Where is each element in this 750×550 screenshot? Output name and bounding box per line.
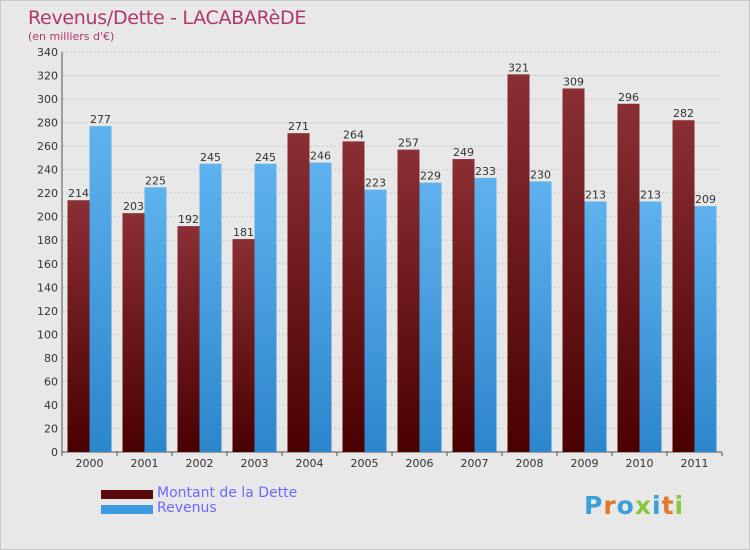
data-label: 249 [453,146,474,159]
x-tick-label: 2000 [76,457,104,470]
bar-dette [177,226,200,452]
logo-letter: o [616,491,635,520]
y-tick-label: 320 [37,70,58,83]
logo-letter: r [603,491,617,520]
data-label: 282 [673,107,694,120]
data-label: 309 [563,75,584,88]
bar-dette [672,120,695,452]
data-label: 181 [233,226,254,239]
y-tick-label: 20 [44,422,58,435]
data-label: 264 [343,128,364,141]
x-tick-label: 2004 [296,457,324,470]
data-label: 233 [475,165,496,178]
data-label: 271 [288,120,309,133]
y-tick-label: 340 [37,46,58,59]
data-label: 246 [310,150,331,163]
y-tick-label: 100 [37,328,58,341]
data-label: 277 [90,113,111,126]
logo-letter: x [634,491,652,520]
y-tick-label: 280 [37,117,58,130]
bar-revenus [89,126,112,452]
bar-dette [342,141,365,453]
bar-revenus [474,177,497,452]
legend-swatch-revenus [101,505,153,514]
bar-dette [232,239,255,452]
bar-revenus [584,201,607,452]
x-tick-label: 2002 [186,457,214,470]
bar-dette [452,159,475,452]
bar-revenus [529,181,552,453]
logo-letter: i [652,491,662,520]
bar-dette [397,149,420,452]
logo-letter: i [674,491,685,520]
y-tick-label: 220 [37,187,58,200]
y-tick-label: 160 [37,258,58,271]
legend-label-revenus: Revenus [157,500,217,516]
y-tick-label: 180 [37,234,58,247]
chart-subtitle: (en milliers d'€) [28,30,115,43]
x-tick-label: 2003 [241,457,269,470]
x-tick-label: 2009 [571,457,599,470]
bar-revenus [144,187,167,452]
data-label: 229 [420,170,441,183]
x-tick-label: 2005 [351,457,379,470]
data-label: 213 [640,188,661,201]
bar-dette [122,213,145,452]
bar-dette [67,200,90,452]
logo-letter: t [661,491,675,520]
data-label: 296 [618,91,639,104]
y-tick-label: 60 [44,375,58,388]
y-tick-label: 120 [37,305,58,318]
bar-revenus [254,163,277,452]
y-tick-label: 200 [37,211,58,224]
proxiti-logo: Proxiti [584,491,684,520]
bar-revenus [694,206,717,452]
data-label: 225 [145,174,166,187]
x-tick-label: 2006 [406,457,434,470]
plot-area [62,52,722,452]
y-tick-label: 40 [44,399,58,412]
x-tick-label: 2007 [461,457,489,470]
x-tick-label: 2011 [681,457,709,470]
bar-dette [287,133,310,453]
bar-revenus [364,189,387,452]
bar-dette [562,88,585,453]
data-label: 230 [530,168,551,181]
data-label: 209 [695,193,716,206]
bar-dette [507,74,530,453]
bar-revenus [639,201,662,452]
y-tick-label: 140 [37,281,58,294]
y-tick-label: 240 [37,164,58,177]
x-tick-label: 2010 [626,457,654,470]
data-label: 245 [255,151,276,164]
y-tick-label: 300 [37,93,58,106]
y-tick-label: 260 [37,140,58,153]
bar-revenus [309,162,332,452]
x-tick-label: 2008 [516,457,544,470]
bar-revenus [419,182,442,452]
data-label: 192 [178,213,199,226]
data-label: 321 [508,61,529,74]
logo-letter: P [584,491,604,520]
y-tick-label: 0 [51,446,58,459]
x-tick-label: 2001 [131,457,159,470]
data-label: 223 [365,177,386,190]
y-tick-label: 80 [44,352,58,365]
data-label: 214 [68,187,89,200]
data-label: 245 [200,151,221,164]
bar-revenus [199,163,222,452]
bar-dette [617,103,640,452]
data-label: 203 [123,200,144,213]
data-label: 257 [398,137,419,150]
data-label: 213 [585,188,606,201]
chart-title: Revenus/Dette - LACABARèDE [28,7,307,29]
legend-swatch-dette [101,490,153,499]
legend-label-dette: Montant de la Dette [157,485,298,501]
